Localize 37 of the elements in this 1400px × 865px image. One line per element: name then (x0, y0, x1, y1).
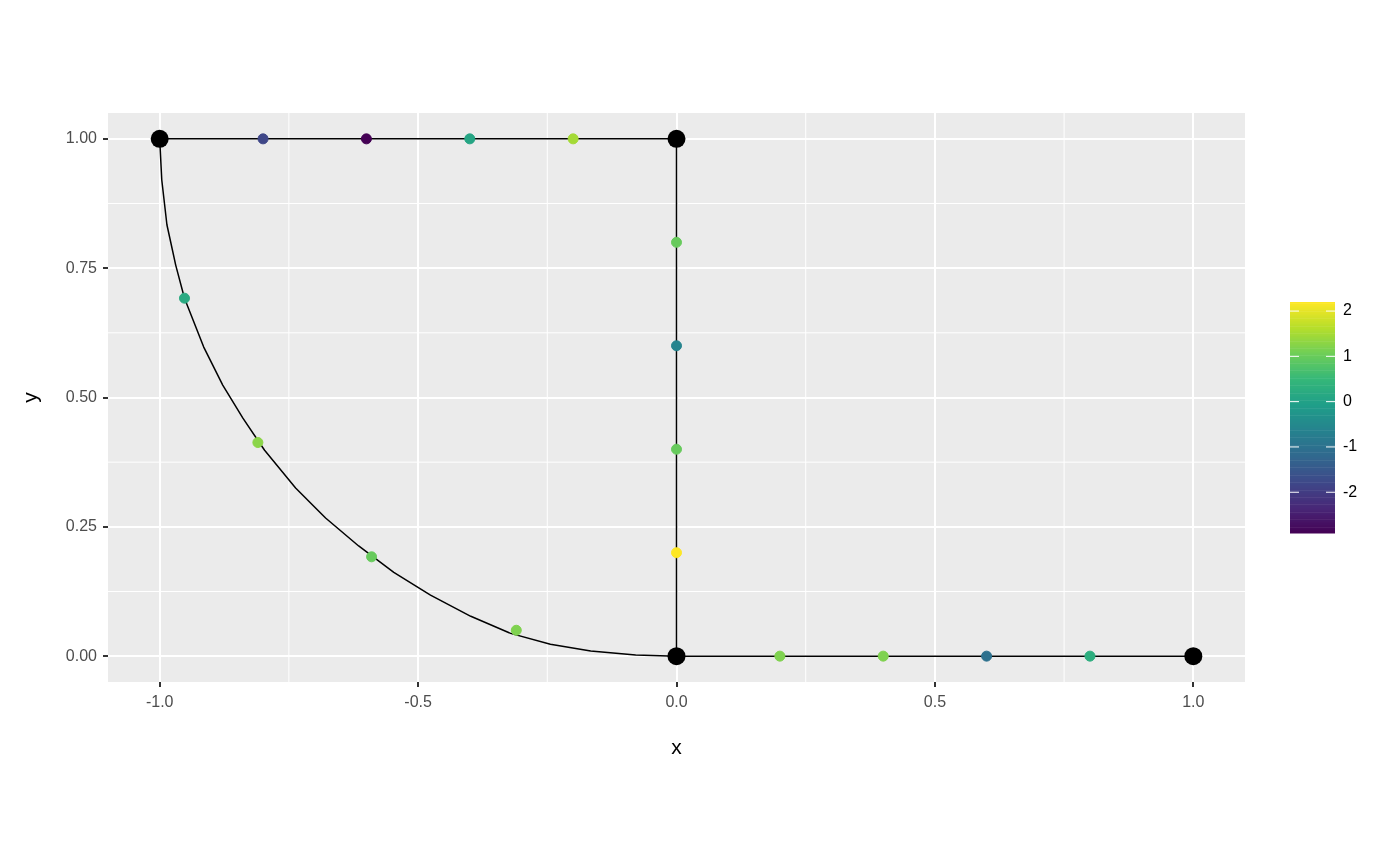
point (360, 133, 372, 145)
point (667, 129, 686, 148)
point (257, 133, 269, 145)
color-bar-label: -2 (1343, 482, 1358, 500)
point (178, 292, 190, 304)
point (671, 236, 682, 248)
y-tick-label: 0.25 (65, 517, 98, 535)
x-tick-label: 0.5 (923, 693, 947, 711)
point (366, 551, 378, 563)
y-tick-label: 0.00 (65, 646, 98, 664)
color-bar-label: -1 (1343, 437, 1358, 455)
x-tick-label: 1.0 (1182, 693, 1205, 711)
y-tick-label: 1.00 (65, 129, 98, 147)
x-tick-label: -0.5 (404, 693, 432, 711)
point (1084, 650, 1096, 662)
y-tick-label: 0.75 (65, 258, 98, 276)
x-tick-label: 0.0 (665, 693, 688, 711)
x-tick-label: -1.0 (145, 693, 174, 711)
color-bar-label: 0 (1343, 392, 1352, 410)
point (671, 443, 682, 455)
point (252, 437, 264, 448)
color-bar-label: 2 (1343, 301, 1352, 319)
x-axis-title: x (671, 735, 683, 759)
point (464, 133, 476, 145)
y-axis-title: y (18, 391, 42, 403)
point (150, 129, 169, 148)
point (567, 133, 579, 145)
point (774, 650, 786, 662)
y-tick-label: 0.50 (65, 387, 98, 405)
point (671, 340, 682, 352)
point (671, 547, 682, 559)
point (877, 650, 889, 662)
point (1184, 647, 1203, 666)
color-bar-label: 1 (1343, 346, 1352, 364)
point (510, 624, 522, 636)
point (981, 650, 993, 662)
point (667, 647, 686, 666)
